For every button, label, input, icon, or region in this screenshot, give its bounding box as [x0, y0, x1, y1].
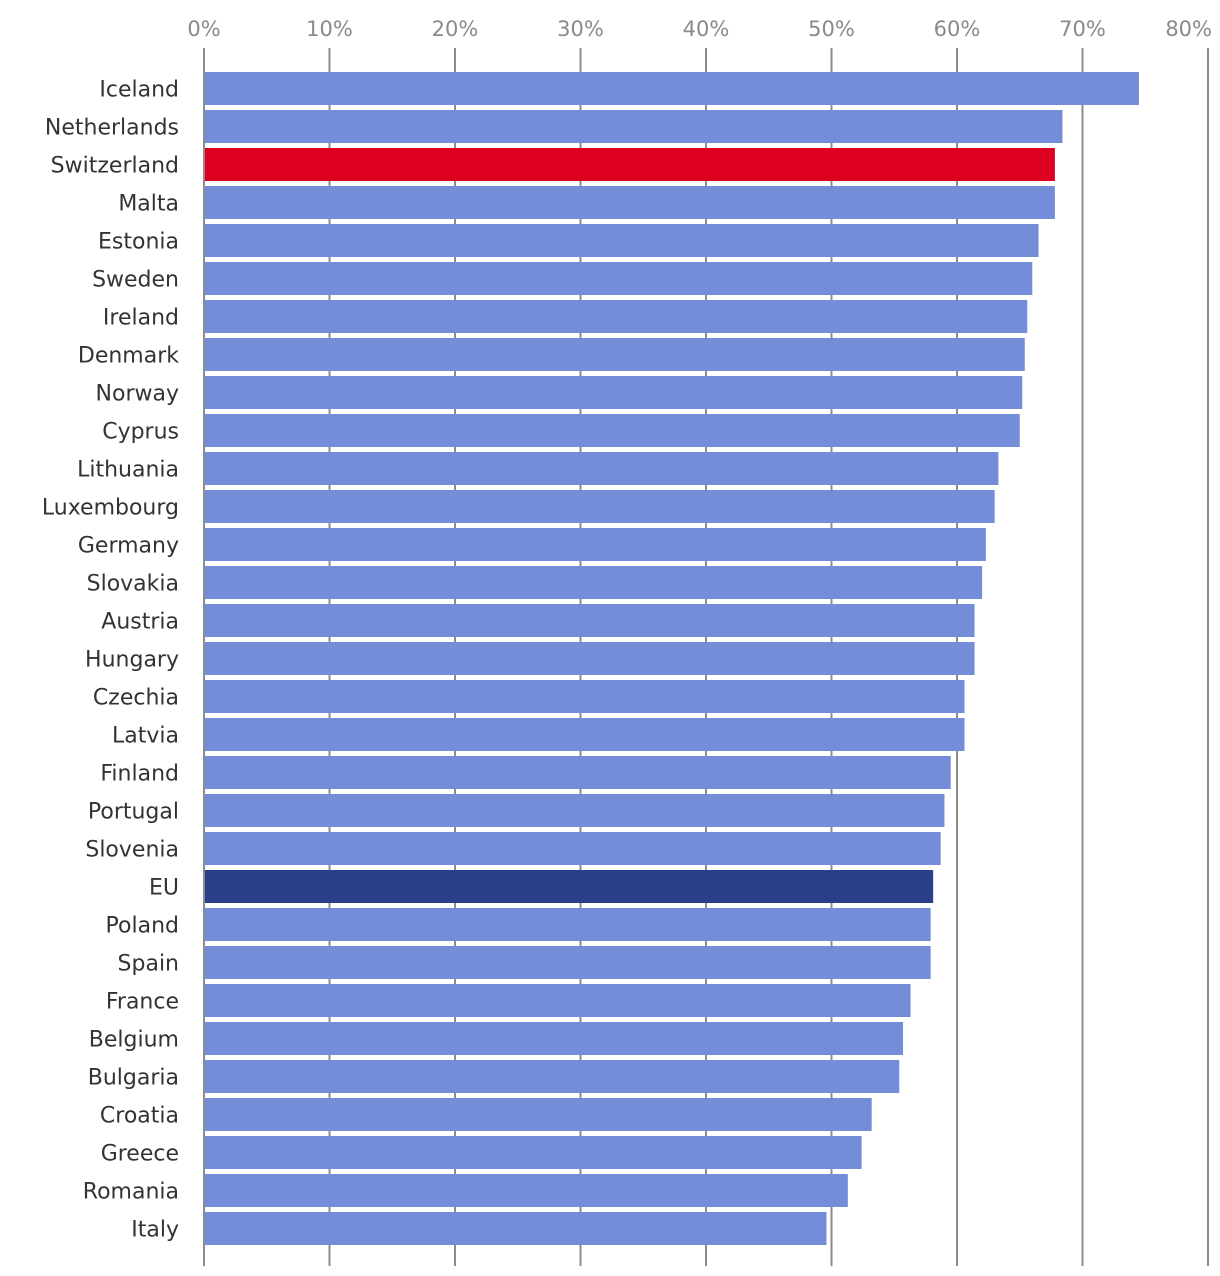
bar-norway: [205, 376, 1023, 409]
bar-hungary: [205, 642, 975, 675]
category-label: Slovakia: [87, 572, 179, 597]
bar-poland: [205, 908, 931, 941]
category-label: Finland: [100, 762, 179, 787]
bar-eu: [205, 870, 934, 903]
bar-croatia: [205, 1098, 872, 1131]
bar-malta: [205, 186, 1055, 219]
category-label: Ireland: [103, 306, 179, 331]
category-label: Switzerland: [51, 154, 179, 179]
bar-denmark: [205, 338, 1025, 371]
category-label: Hungary: [85, 648, 179, 673]
bar-estonia: [205, 224, 1039, 257]
bar-spain: [205, 946, 931, 979]
x-tick-label: 80%: [1165, 17, 1212, 41]
x-tick-label: 10%: [306, 17, 353, 41]
category-label: Belgium: [89, 1028, 179, 1053]
category-label: Netherlands: [45, 116, 179, 141]
category-label: Sweden: [92, 268, 179, 293]
category-label: Luxembourg: [42, 496, 179, 521]
bar-bulgaria: [205, 1060, 900, 1093]
category-label: EU: [149, 876, 179, 901]
bar-france: [205, 984, 911, 1017]
bar-iceland: [205, 72, 1139, 105]
category-label: Poland: [106, 914, 179, 939]
x-tick-label: 0%: [187, 17, 220, 41]
bar-lithuania: [205, 452, 999, 485]
category-label: Cyprus: [102, 420, 179, 445]
bars: [205, 72, 1139, 1245]
category-label: Malta: [118, 192, 179, 217]
x-tick-label: 50%: [808, 17, 855, 41]
category-label: Bulgaria: [88, 1066, 179, 1091]
bar-cyprus: [205, 414, 1020, 447]
bar-switzerland: [205, 148, 1055, 181]
bar-portugal: [205, 794, 945, 827]
category-label: Italy: [131, 1218, 179, 1243]
category-labels: Iceland Netherlands Switzerland Malta Estoni…: [42, 78, 179, 1243]
category-label: Austria: [101, 610, 179, 635]
bar-luxembourg: [205, 490, 995, 523]
bar-netherlands: [205, 110, 1063, 143]
category-label: Portugal: [88, 800, 179, 825]
bar-ireland: [205, 300, 1028, 333]
bar-germany: [205, 528, 986, 561]
bar-romania: [205, 1174, 848, 1207]
category-label: Latvia: [112, 724, 179, 749]
bar-finland: [205, 756, 951, 789]
bar-czechia: [205, 680, 965, 713]
category-label: Lithuania: [77, 458, 179, 483]
category-label: Estonia: [98, 230, 179, 255]
category-label: Spain: [118, 952, 179, 977]
category-label: Romania: [83, 1180, 179, 1205]
category-label: Greece: [101, 1142, 179, 1167]
bar-austria: [205, 604, 975, 637]
x-tick-labels: 0% 10% 20% 30% 40% 50% 60% 70% 80%: [187, 17, 1212, 41]
bar-greece: [205, 1136, 862, 1169]
bar-latvia: [205, 718, 965, 751]
category-label: France: [106, 990, 179, 1015]
bar-sweden: [205, 262, 1033, 295]
category-label: Croatia: [100, 1104, 179, 1129]
x-tick-label: 20%: [432, 17, 479, 41]
category-label: Slovenia: [85, 838, 179, 863]
bar-slovenia: [205, 832, 941, 865]
category-label: Denmark: [78, 344, 179, 369]
category-label: Norway: [96, 382, 179, 407]
bar-belgium: [205, 1022, 904, 1055]
x-tick-label: 30%: [557, 17, 604, 41]
bar-slovakia: [205, 566, 983, 599]
category-label: Germany: [78, 534, 179, 559]
category-label: Iceland: [99, 78, 179, 103]
category-label: Czechia: [93, 686, 179, 711]
x-tick-label: 70%: [1059, 17, 1106, 41]
bar-italy: [205, 1212, 827, 1245]
x-tick-label: 40%: [683, 17, 730, 41]
x-tick-label: 60%: [934, 17, 981, 41]
